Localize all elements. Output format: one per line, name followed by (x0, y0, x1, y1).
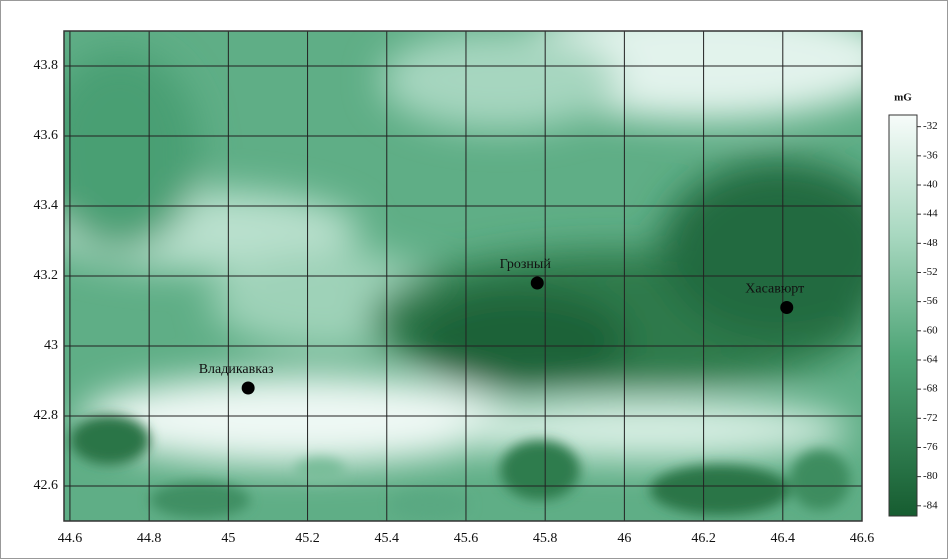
city-label: Грозный (500, 257, 552, 272)
colorbar-tick-label: -36 (923, 149, 938, 161)
city-label: Владикавказ (199, 362, 274, 377)
colorbar-tick-label: -68 (923, 383, 938, 395)
city-marker (780, 301, 793, 314)
y-tick-label: 43.8 (34, 58, 59, 73)
colorbar-tick-label: -76 (923, 441, 938, 453)
x-tick-label: 45.4 (375, 531, 400, 546)
colorbar-tick-label: -44 (923, 208, 938, 220)
colorbar-tick-label: -32 (923, 120, 938, 132)
x-tick-label: 44.8 (137, 531, 162, 546)
colorbar-tick-label: -64 (923, 354, 938, 366)
anomaly-field (40, 0, 900, 521)
city-marker (531, 277, 544, 290)
map-figure: 44.6 44.8 45 45.2 45.4 45.6 45.8 46 46.2 46.4 46.6… (0, 0, 948, 559)
y-tick-label: 43 (44, 338, 58, 353)
x-tick-label: 46.6 (850, 531, 875, 546)
city-label: Хасавюрт (745, 282, 804, 297)
y-tick-label: 42.8 (34, 408, 59, 423)
colorbar-tick-label: -80 (923, 470, 938, 482)
x-tick-label: 45.8 (533, 531, 558, 546)
colorbar-tick-label: -60 (923, 324, 938, 336)
y-tick-label: 43.4 (34, 198, 59, 213)
x-tick-label: 46.2 (691, 531, 716, 546)
colorbar-tick-label: -52 (923, 266, 938, 278)
city-marker (242, 382, 255, 395)
x-tick-label: 45.6 (454, 531, 479, 546)
y-tick-label: 43.2 (34, 268, 59, 283)
colorbar: mG -32 -36 -40 -44 -48 -52 -56 -60 -64 -68 -72 -76 -… (889, 92, 938, 516)
y-tick-label: 42.6 (34, 478, 59, 493)
y-tick-label: 43.6 (34, 128, 59, 143)
colorbar-tick-label: -84 (923, 499, 938, 511)
colorbar-tick-label: -72 (923, 412, 938, 424)
colorbar-scale (889, 115, 917, 516)
x-tick-label: 46 (617, 531, 631, 546)
x-tick-label: 44.6 (58, 531, 83, 546)
x-tick-label: 46.4 (771, 531, 796, 546)
colorbar-tick-label: -48 (923, 237, 938, 249)
colorbar-tick-label: -56 (923, 295, 938, 307)
colorbar-label: mG (894, 92, 912, 104)
colorbar-tick-label: -40 (923, 179, 938, 191)
x-tick-label: 45.2 (295, 531, 320, 546)
x-tick-label: 45 (221, 531, 235, 546)
